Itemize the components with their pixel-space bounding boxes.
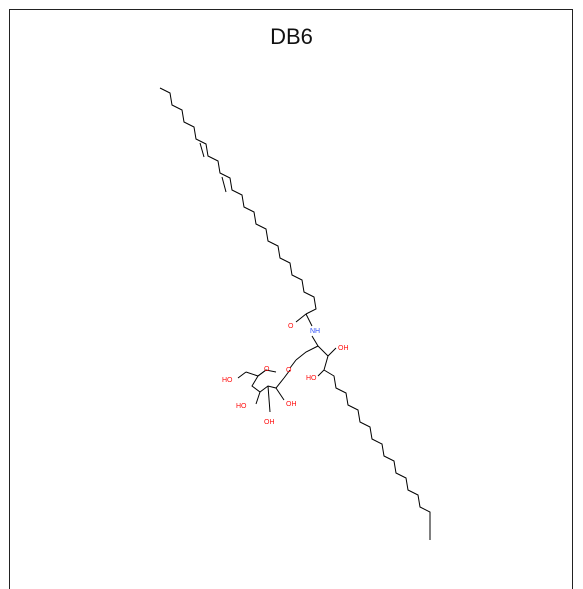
figure-title: DB6 [270,24,313,49]
glycosidic-bond [283,359,297,379]
figure-frame [9,9,573,589]
amide-group [295,313,319,347]
sphingoid-backbone [295,345,431,540]
oh-c6-label: HO [222,377,233,384]
oh-c4-label: HO [236,403,247,410]
glycosidic-o-label: O [286,367,292,374]
amide-nh-label: NH [310,328,320,335]
glucose-ring [237,369,285,413]
double-bond-1 [199,142,205,158]
oh-3p-label: OH [338,345,349,352]
ring-o-label: O [264,366,270,373]
acyl-chain-bonds [159,87,317,315]
oh-4p-label: HO [306,375,317,382]
oh-c2-label: OH [286,401,297,408]
carbonyl-o-label: O [288,323,294,330]
fatty-acyl-chain [159,87,317,315]
long-chain-bonds [323,369,431,540]
double-bond-2 [221,176,227,193]
backbone-bonds [295,345,319,361]
oh-c3-label: OH [264,419,275,426]
